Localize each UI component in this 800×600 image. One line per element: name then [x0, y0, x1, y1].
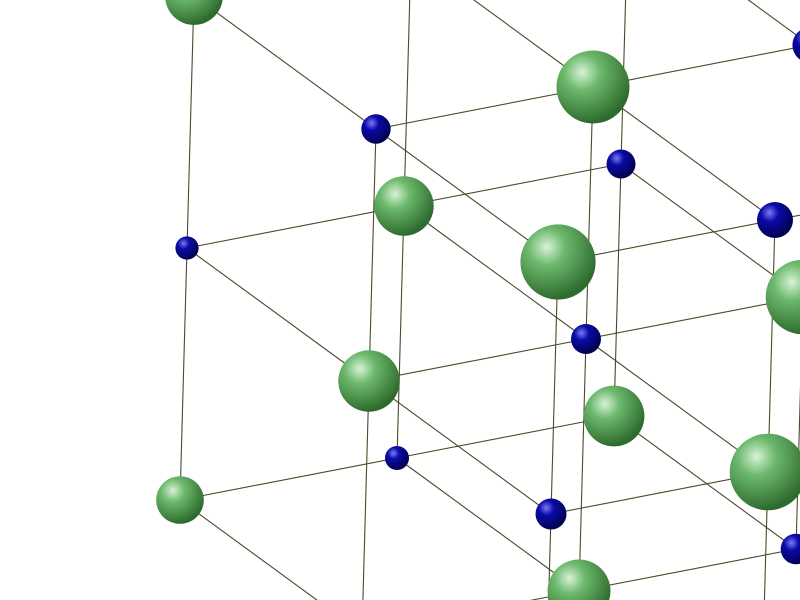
- anion-atom: [520, 224, 595, 299]
- cation-atom: [361, 114, 390, 143]
- lattice-edge: [187, 0, 194, 248]
- lattice-edge: [586, 87, 593, 339]
- cation-atom: [757, 202, 793, 238]
- lattice-edge: [404, 0, 411, 206]
- cation-atom: [607, 150, 636, 179]
- lattice-edge: [397, 206, 404, 458]
- lattice-edge: [579, 549, 796, 591]
- crystal-lattice-diagram: [0, 0, 800, 600]
- lattice-edge: [579, 339, 586, 591]
- lattice-edge: [614, 164, 621, 416]
- anion-atom: [548, 560, 611, 600]
- lattice-edge: [187, 206, 404, 248]
- anion-atom: [557, 51, 630, 124]
- lattice-edge: [362, 381, 369, 600]
- lattice-edges: [180, 0, 800, 600]
- anion-atom: [584, 386, 645, 447]
- lattice-edge: [369, 129, 376, 381]
- anion-atom: [374, 176, 433, 235]
- lattice-edge: [180, 248, 187, 500]
- lattice-edge: [796, 297, 800, 549]
- lattice-edge: [180, 500, 362, 600]
- anion-atom: [766, 260, 800, 335]
- lattice-edge: [194, 0, 376, 129]
- cation-atom: [571, 324, 601, 354]
- anion-atom: [730, 434, 800, 511]
- anion-atom: [156, 476, 204, 524]
- lattice-edge: [404, 164, 621, 206]
- cation-atom: [175, 236, 198, 259]
- lattice-edge: [397, 416, 614, 458]
- lattice-edge: [369, 339, 586, 381]
- cation-atom: [385, 446, 409, 470]
- cation-atom: [536, 499, 567, 530]
- lattice-edge: [362, 591, 579, 600]
- lattice-edge: [180, 458, 397, 500]
- anion-atom: [338, 350, 399, 411]
- lattice-edge: [551, 262, 558, 514]
- lattice-edge: [628, 0, 800, 45]
- cation-atom: [781, 534, 800, 565]
- lattice-atoms: [156, 0, 800, 600]
- anion-atom: [165, 0, 223, 25]
- lattice-edge: [187, 248, 369, 381]
